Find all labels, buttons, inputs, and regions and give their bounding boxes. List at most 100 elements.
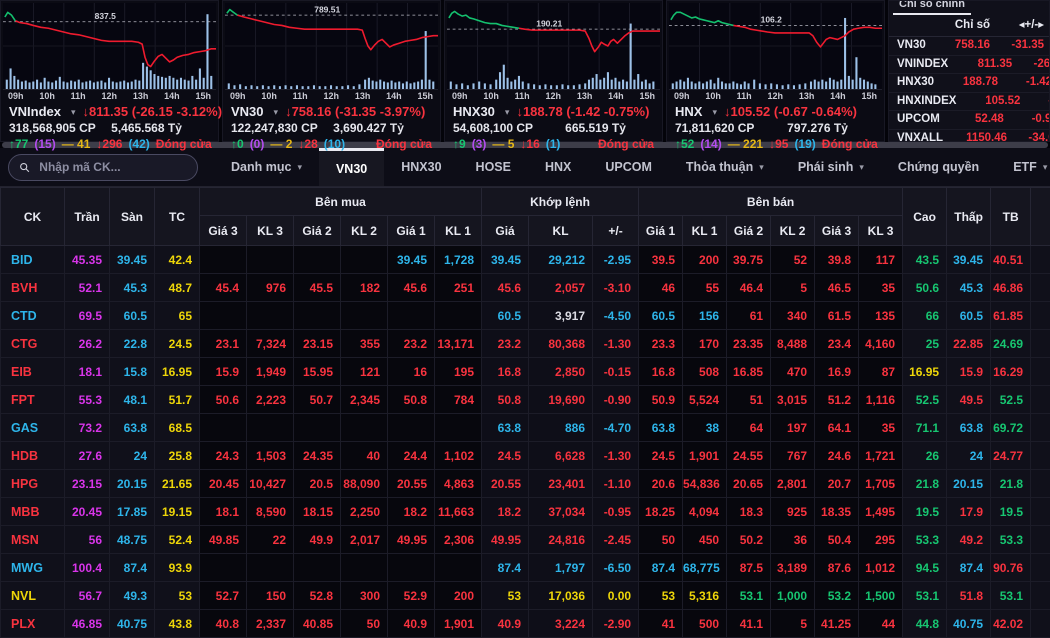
cell: 39.45: [110, 246, 155, 274]
ticker-cell[interactable]: MWG: [1, 554, 65, 582]
ticker-cell[interactable]: PLX: [1, 610, 65, 638]
nav-item-vn30[interactable]: VN30: [319, 148, 384, 186]
index-change: -26.15: [1012, 56, 1050, 74]
vnindex-intraday-chart: 837.5: [3, 3, 216, 90]
ticker-cell[interactable]: BID: [1, 246, 65, 274]
chart-panel-hnx30: 190.21 09h10h11h12h13h14h15h HNX30▾↓188.…: [444, 0, 663, 142]
table-row[interactable]: HDB27.62425.824.31,50324.354024.41,10224…: [1, 442, 1050, 470]
search-box[interactable]: [8, 154, 198, 181]
cell: 102,: [1031, 414, 1050, 442]
nav-item-hnx30[interactable]: HNX30: [384, 148, 458, 186]
ticker-cell[interactable]: GAS: [1, 414, 65, 442]
table-row[interactable]: GAS73.263.868.563.8886-4.7063.8386419764…: [1, 414, 1050, 442]
cell: 54,836: [683, 470, 727, 498]
index-row-upcom[interactable]: UPCOM52.48-0.94: [889, 111, 1049, 130]
table-row[interactable]: PLX46.8540.7543.840.82,33740.855040.91,9…: [1, 610, 1050, 638]
ceiling-count: (3): [472, 137, 487, 151]
cell: [388, 414, 435, 442]
ticker-cell[interactable]: FPT: [1, 386, 65, 414]
table-row[interactable]: BVH52.145.348.745.497645.518245.625145.6…: [1, 274, 1050, 302]
cell: 69.5: [65, 302, 110, 330]
index-row-hnx30[interactable]: HNX30188.78-1.42: [889, 74, 1049, 93]
cell: 52.9: [388, 582, 435, 610]
cell: [247, 246, 294, 274]
time-tick: 11h: [71, 91, 86, 103]
cell: 50.8: [482, 386, 529, 414]
turnover-value: 3,690.427 Tỷ: [333, 121, 404, 135]
search-input[interactable]: [37, 159, 187, 175]
ticker-cell[interactable]: EIB: [1, 358, 65, 386]
index-value: ↓811.35 (-26.15 -3.12%): [83, 104, 223, 119]
cell: 53: [155, 582, 200, 610]
ticker-cell[interactable]: HPG: [1, 470, 65, 498]
table-row[interactable]: HPG23.1520.1521.6520.4510,42720.588,0902…: [1, 470, 1050, 498]
cell: 46.5: [815, 274, 859, 302]
cell: 51.8: [947, 582, 991, 610]
nav-item-hnx[interactable]: HNX: [528, 148, 588, 186]
index-row-vnindex[interactable]: VNINDEX811.35-26.15: [889, 56, 1049, 75]
cell: 23.35: [727, 330, 771, 358]
cell: [294, 302, 341, 330]
cell: 50.6: [903, 274, 947, 302]
table-row[interactable]: MBB20.4517.8519.1518.18,59018.152,25018.…: [1, 498, 1050, 526]
unchanged: — 221: [728, 137, 763, 151]
cell: 60.5: [482, 302, 529, 330]
table-row[interactable]: NVL56.749.35352.715052.830052.92005317,0…: [1, 582, 1050, 610]
cell: 40.75: [110, 610, 155, 638]
ticker-cell[interactable]: MBB: [1, 498, 65, 526]
cell: 56: [65, 526, 110, 554]
cell: 158,: [1031, 554, 1050, 582]
cell: 23.2: [482, 330, 529, 358]
search-icon: [19, 161, 30, 174]
col-header-tong: Tổng: [1031, 188, 1050, 246]
ticker-cell[interactable]: BVH: [1, 274, 65, 302]
ticker-cell[interactable]: HDB: [1, 442, 65, 470]
cell: 53.3: [903, 526, 947, 554]
nav-item-danh-mục[interactable]: Danh mục▾: [214, 148, 319, 186]
cell: 24.55: [727, 442, 771, 470]
cell: 87.4: [639, 554, 683, 582]
table-row[interactable]: EIB18.115.816.9515.91,94915.951211619516…: [1, 358, 1050, 386]
index-row-vn30[interactable]: VN30758.16-31.35: [889, 37, 1049, 56]
col-subheader: KL 2: [771, 216, 815, 246]
index-row-hnxindex[interactable]: HNXINDEX105.52-0.67: [889, 93, 1049, 112]
ticker-cell[interactable]: MSN: [1, 526, 65, 554]
nav-item-thỏa-thuận[interactable]: Thỏa thuận▾: [669, 148, 781, 186]
tab-chi-so-chinh[interactable]: Chỉ số chính: [893, 0, 971, 15]
col-subheader: Giá 2: [294, 216, 341, 246]
table-row[interactable]: MSN5648.7552.449.852249.92,01749.952,306…: [1, 526, 1050, 554]
table-row[interactable]: MWG100.487.493.987.41,797-6.5087.468,775…: [1, 554, 1050, 582]
chevron-down-icon[interactable]: ▾: [712, 107, 717, 117]
nav-item-upcom[interactable]: UPCOM: [588, 148, 669, 186]
nav-item-chứng-quyền[interactable]: Chứng quyền: [881, 148, 996, 186]
ticker-cell[interactable]: CTD: [1, 302, 65, 330]
nav-item-phái-sinh[interactable]: Phái sinh▾: [781, 148, 881, 186]
cell: 21.65: [155, 470, 200, 498]
col-change[interactable]: ◂+/-▸: [990, 15, 1044, 36]
cell: 19.5: [991, 498, 1031, 526]
table-row[interactable]: BID45.3539.4542.439.451,72839.4529,212-2…: [1, 246, 1050, 274]
nav-item-etf[interactable]: ETF▾: [996, 148, 1050, 186]
cell: 263,: [1031, 526, 1050, 554]
nav-item-hose[interactable]: HOSE: [459, 148, 528, 186]
table-row[interactable]: CTG26.222.824.523.17,32423.1535523.213,1…: [1, 330, 1050, 358]
ticker-cell[interactable]: NVL: [1, 582, 65, 610]
cell: 18.35: [815, 498, 859, 526]
cell: 43,: [1031, 302, 1050, 330]
cell: 17.85: [110, 498, 155, 526]
index-value: 105.52: [956, 93, 1020, 111]
cell: 51.2: [815, 386, 859, 414]
table-row[interactable]: FPT55.348.151.750.62,22350.72,34550.8784…: [1, 386, 1050, 414]
chevron-down-icon[interactable]: ▾: [71, 107, 76, 117]
chevron-down-icon[interactable]: ▾: [274, 107, 279, 117]
cell: 42.02: [991, 610, 1031, 638]
index-row-vnxall[interactable]: VNXALL1150.46-34.04: [889, 130, 1049, 142]
chevron-down-icon[interactable]: ▾: [505, 107, 510, 117]
table-row[interactable]: CTD69.560.56560.53,917-4.5060.5156613406…: [1, 302, 1050, 330]
index-change: -31.35: [990, 37, 1044, 55]
cell: 2,850: [529, 358, 593, 386]
ticker-cell[interactable]: CTG: [1, 330, 65, 358]
cell: 3,015: [771, 386, 815, 414]
time-axis: 09h10h11h12h13h14h15h: [445, 90, 662, 103]
cell: 39.8: [815, 246, 859, 274]
